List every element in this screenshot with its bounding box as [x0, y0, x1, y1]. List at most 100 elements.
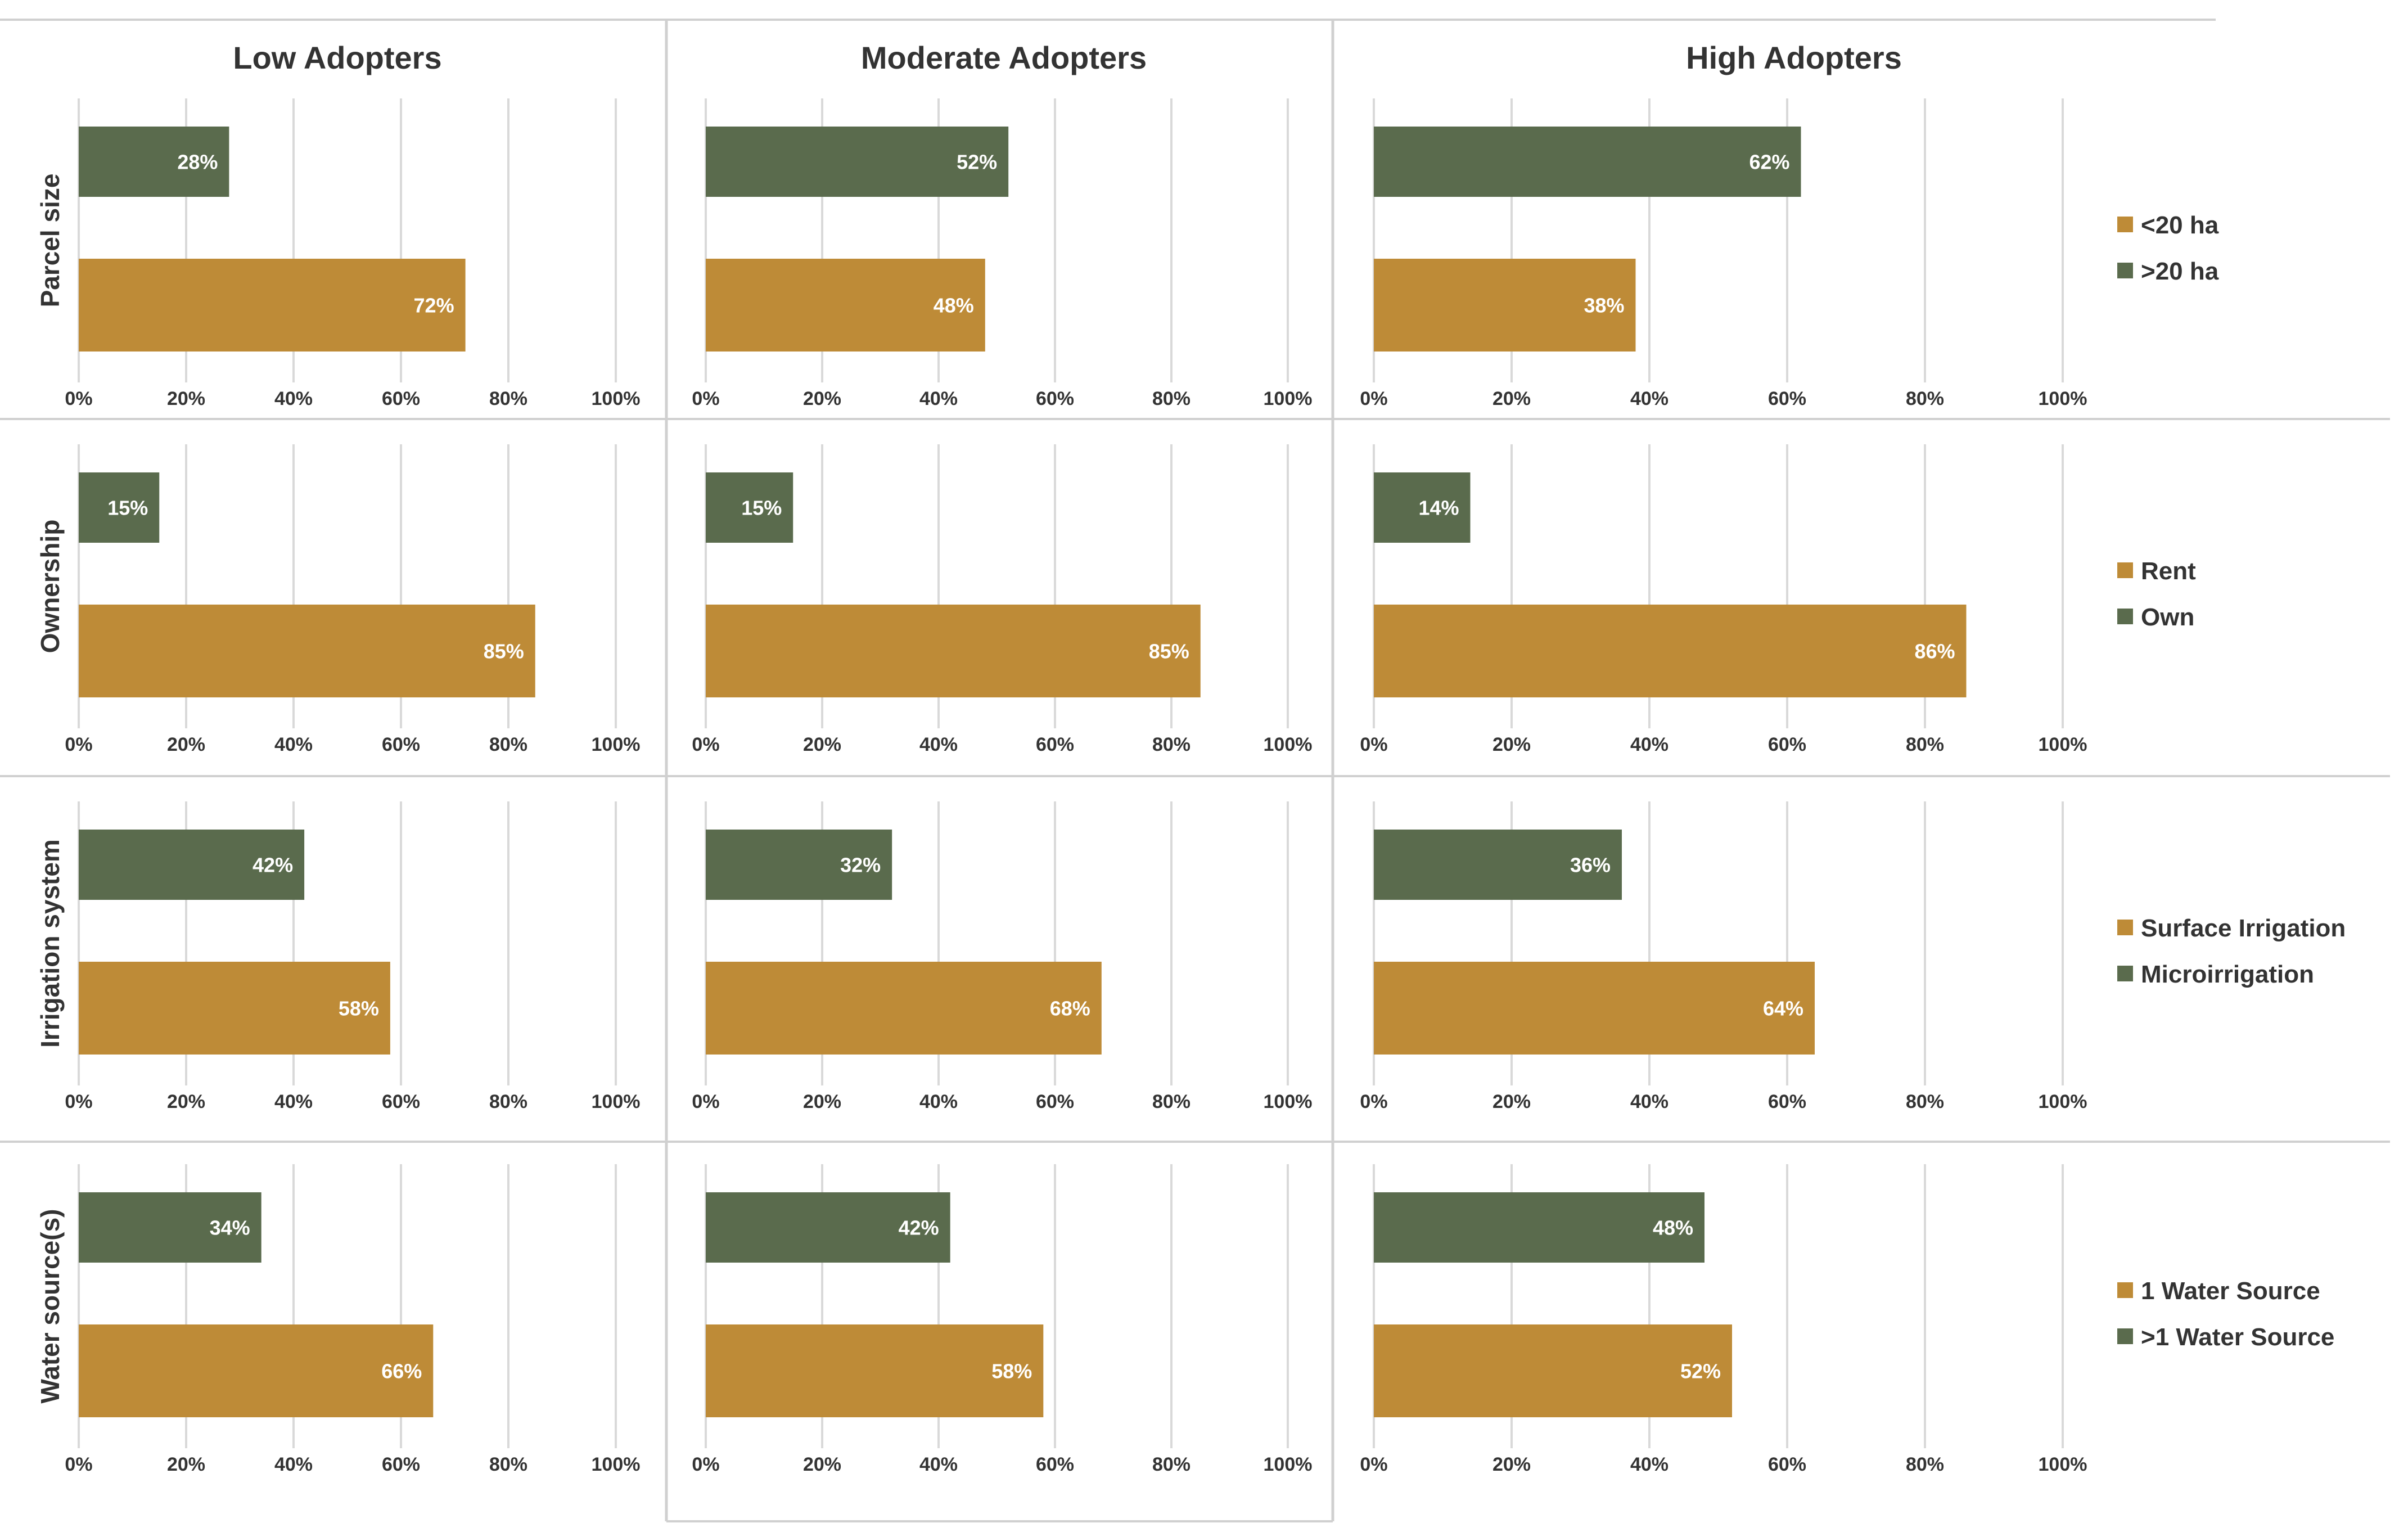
x-tick-label: 60%	[1036, 1091, 1074, 1112]
bar	[706, 830, 892, 900]
x-tick-label: 60%	[1036, 734, 1074, 755]
bar	[706, 259, 985, 352]
legend-label: Microirrigation	[2141, 961, 2314, 988]
x-tick-label: 0%	[65, 1454, 92, 1475]
bar-value-label: 58%	[339, 997, 379, 1020]
x-tick-label: 40%	[274, 734, 313, 755]
bar	[706, 962, 1102, 1055]
x-tick-label: 0%	[692, 1091, 719, 1112]
x-tick-label: 0%	[1360, 388, 1387, 409]
panel-frame	[0, 19, 2390, 1522]
legend-swatch	[2117, 562, 2133, 578]
bar-value-label: 42%	[252, 854, 293, 877]
bar	[79, 259, 466, 352]
bar-value-label: 52%	[957, 151, 997, 174]
x-tick-label: 40%	[1630, 734, 1669, 755]
bar	[1374, 962, 1815, 1055]
x-tick-label: 60%	[1768, 1091, 1806, 1112]
legend-label: Surface Irrigation	[2141, 914, 2346, 942]
labels: Low Adopters Moderate Adopters High Adopte…	[35, 40, 2346, 1475]
bar-value-label: 36%	[1570, 854, 1611, 877]
legend-label: 1 Water Source	[2141, 1277, 2320, 1305]
x-tick-label: 20%	[167, 734, 205, 755]
bar-value-label: 62%	[1749, 151, 1789, 174]
bar-value-label: 85%	[484, 640, 524, 663]
bar-value-label: 15%	[107, 497, 148, 520]
x-tick-label: 20%	[167, 388, 205, 409]
x-tick-label: 40%	[1630, 1454, 1669, 1475]
x-tick-label: 100%	[1264, 734, 1313, 755]
bar-value-label: 38%	[1584, 294, 1624, 317]
x-tick-label: 80%	[1906, 388, 1944, 409]
column-title: Moderate Adopters	[861, 40, 1147, 75]
x-tick-label: 60%	[1768, 388, 1806, 409]
x-tick-label: 20%	[167, 1454, 205, 1475]
bar	[1374, 830, 1622, 900]
legend-swatch	[2117, 263, 2133, 278]
bar	[1374, 259, 1636, 352]
legend-label: >1 Water Source	[2141, 1323, 2334, 1351]
x-tick-label: 80%	[1152, 1454, 1191, 1475]
x-tick-label: 60%	[382, 734, 420, 755]
x-tick-label: 60%	[382, 388, 420, 409]
bar-value-label: 48%	[1653, 1216, 1693, 1240]
x-tick-label: 80%	[1152, 388, 1191, 409]
bar-value-label: 66%	[381, 1360, 422, 1383]
x-tick-label: 0%	[692, 388, 719, 409]
x-tick-label: 60%	[1768, 1454, 1806, 1475]
x-tick-label: 40%	[274, 1091, 313, 1112]
x-tick-label: 100%	[592, 388, 641, 409]
x-tick-label: 20%	[1492, 734, 1531, 755]
x-tick-label: 60%	[1036, 388, 1074, 409]
x-tick-label: 100%	[2039, 388, 2087, 409]
bar	[706, 127, 1009, 197]
legend-label: Own	[2141, 603, 2194, 631]
x-tick-label: 20%	[803, 1091, 841, 1112]
x-tick-label: 40%	[274, 1454, 313, 1475]
legend-label: Rent	[2141, 557, 2196, 585]
column-title: High Adopters	[1686, 40, 1902, 75]
legend-label: >20 ha	[2141, 258, 2219, 285]
bar	[79, 1192, 261, 1263]
bar	[706, 1324, 1044, 1417]
row-label: Irrigation system	[35, 839, 65, 1048]
x-tick-label: 80%	[1906, 1091, 1944, 1112]
x-tick-label: 40%	[1630, 1091, 1669, 1112]
x-tick-label: 0%	[692, 1454, 719, 1475]
x-tick-label: 0%	[692, 734, 719, 755]
bar-value-label: 14%	[1418, 497, 1459, 520]
x-tick-label: 100%	[1264, 1454, 1313, 1475]
x-tick-label: 20%	[1492, 388, 1531, 409]
x-tick-label: 80%	[1152, 1091, 1191, 1112]
bar-value-label: 64%	[1763, 997, 1803, 1020]
x-tick-label: 100%	[592, 1091, 641, 1112]
x-tick-label: 60%	[1768, 734, 1806, 755]
x-tick-label: 100%	[592, 734, 641, 755]
bar-value-label: 58%	[991, 1360, 1032, 1383]
x-tick-label: 20%	[1492, 1091, 1531, 1112]
bar-value-label: 42%	[899, 1216, 939, 1240]
x-tick-label: 40%	[919, 1454, 958, 1475]
x-tick-label: 20%	[167, 1091, 205, 1112]
bar	[1374, 1324, 1732, 1417]
bar	[79, 472, 160, 543]
x-tick-label: 20%	[1492, 1454, 1531, 1475]
bar	[79, 830, 305, 900]
legend-swatch	[2117, 1282, 2133, 1298]
x-tick-label: 40%	[919, 1091, 958, 1112]
bar-value-label: 85%	[1149, 640, 1189, 663]
legend-swatch	[2117, 966, 2133, 981]
bar	[1374, 1192, 1704, 1263]
bar-value-label: 86%	[1914, 640, 1955, 663]
x-tick-label: 0%	[65, 1091, 92, 1112]
x-tick-label: 40%	[919, 388, 958, 409]
x-tick-label: 20%	[803, 734, 841, 755]
bar-value-label: 68%	[1050, 997, 1090, 1020]
bar	[706, 472, 793, 543]
bar	[79, 605, 535, 697]
legend-swatch	[2117, 920, 2133, 935]
x-tick-label: 60%	[1036, 1454, 1074, 1475]
x-tick-label: 80%	[1152, 734, 1191, 755]
x-tick-label: 40%	[1630, 388, 1669, 409]
